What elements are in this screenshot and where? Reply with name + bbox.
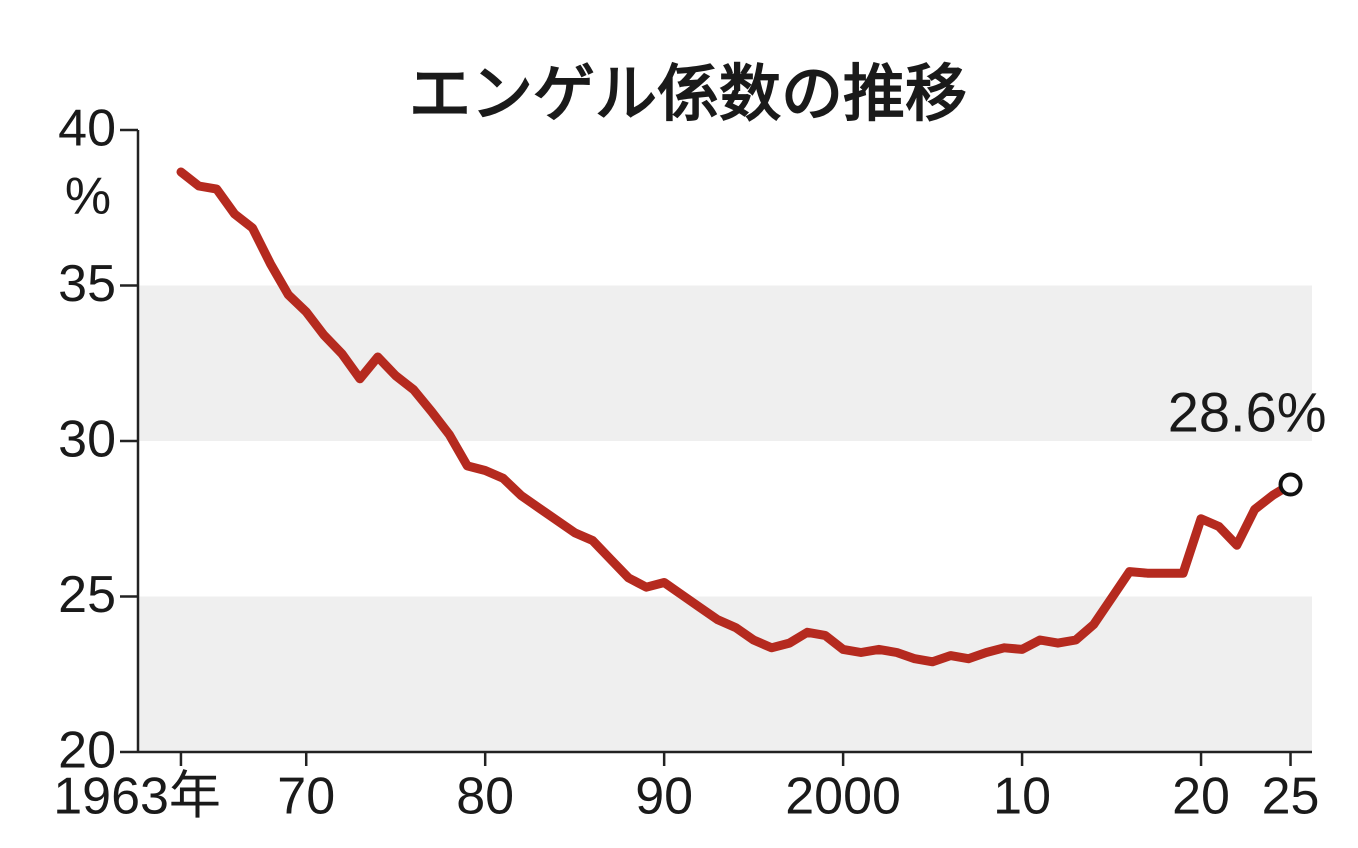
x-tick-label: 20 — [1172, 768, 1230, 826]
x-tick-label: 25 — [1262, 768, 1320, 826]
x-tick-label: 70 — [277, 768, 335, 826]
y-tick-label: 25 — [58, 566, 116, 624]
data-line — [176, 167, 1295, 667]
x-tick-label: 1963年 — [53, 768, 221, 826]
x-tick-label: 80 — [456, 768, 514, 826]
x-tick-label: 2000 — [785, 768, 901, 826]
x-tick-label: 10 — [993, 768, 1051, 826]
chart-title: エンゲル係数の推移 — [409, 57, 967, 130]
end-marker — [1278, 472, 1303, 497]
x-tick-label: 90 — [635, 768, 693, 826]
y-tick-label: 40 — [58, 100, 116, 158]
y-tick-label: 20 — [58, 722, 116, 780]
value-label: 28.6% — [1168, 380, 1327, 443]
y-tick-label: 35 — [58, 255, 116, 313]
grid-band — [138, 285, 1312, 441]
y-tick-label: 30 — [58, 411, 116, 469]
y-axis-unit: % — [65, 168, 111, 226]
